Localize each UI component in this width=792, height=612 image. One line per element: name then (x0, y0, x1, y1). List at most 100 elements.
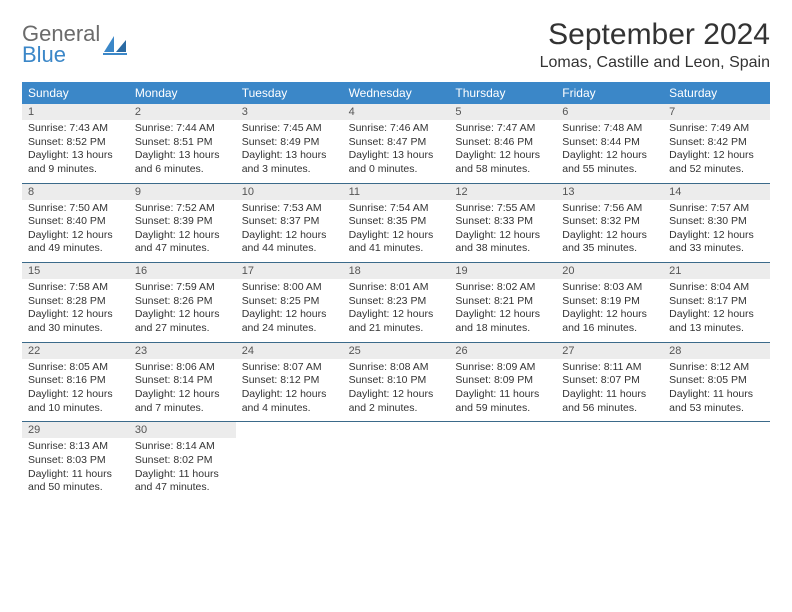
sunrise-line: Sunrise: 8:03 AM (562, 281, 657, 295)
day-number: 17 (236, 263, 343, 279)
sunset-line: Sunset: 8:47 PM (349, 136, 444, 150)
title-block: September 2024 Lomas, Castille and Leon,… (540, 18, 770, 72)
day-body: Sunrise: 8:14 AMSunset: 8:02 PMDaylight:… (129, 440, 236, 495)
daylight-line: Daylight: 12 hours and 2 minutes. (349, 388, 444, 415)
day-cell: 7Sunrise: 7:49 AMSunset: 8:42 PMDaylight… (663, 104, 770, 183)
sunrise-line: Sunrise: 7:50 AM (28, 202, 123, 216)
sunset-line: Sunset: 8:09 PM (455, 374, 550, 388)
day-cell: 27Sunrise: 8:11 AMSunset: 8:07 PMDayligh… (556, 343, 663, 422)
day-number: 22 (22, 343, 129, 359)
day-cell: 15 Sunrise: 7:58 AMSunset: 8:28 PMDayligh… (22, 263, 129, 342)
sunset-line: Sunset: 8:40 PM (28, 215, 123, 229)
daylight-line: Daylight: 12 hours and 47 minutes. (135, 229, 230, 256)
day-cell: 29Sunrise: 8:13 AMSunset: 8:03 PMDayligh… (22, 422, 129, 501)
daylight-line: Daylight: 11 hours and 53 minutes. (669, 388, 764, 415)
sunrise-line: Sunrise: 7:52 AM (135, 202, 230, 216)
day-number: 18 (343, 263, 450, 279)
day-cell: 5Sunrise: 7:47 AMSunset: 8:46 PMDaylight… (449, 104, 556, 183)
sunrise-line: Sunrise: 7:47 AM (455, 122, 550, 136)
sunrise-line: Sunrise: 8:01 AM (349, 281, 444, 295)
sunrise-line: Sunrise: 7:54 AM (349, 202, 444, 216)
sunset-line: Sunset: 8:17 PM (669, 295, 764, 309)
day-cell: 6Sunrise: 7:48 AMSunset: 8:44 PMDaylight… (556, 104, 663, 183)
sunrise-line: Sunrise: 8:08 AM (349, 361, 444, 375)
daylight-line: Daylight: 11 hours and 56 minutes. (562, 388, 657, 415)
week-row: 1Sunrise: 7:43 AMSunset: 8:52 PMDaylight… (22, 104, 770, 184)
location: Lomas, Castille and Leon, Spain (540, 54, 770, 72)
sunrise-line: Sunrise: 7:44 AM (135, 122, 230, 136)
weekday: Saturday (663, 82, 770, 104)
sunset-line: Sunset: 8:03 PM (28, 454, 123, 468)
day-number: 24 (236, 343, 343, 359)
daylight-line: Daylight: 12 hours and 30 minutes. (28, 308, 123, 335)
day-cell: 28Sunrise: 8:12 AMSunset: 8:05 PMDayligh… (663, 343, 770, 422)
day-cell: 30Sunrise: 8:14 AMSunset: 8:02 PMDayligh… (129, 422, 236, 501)
logo: General Blue (22, 24, 128, 66)
sunset-line: Sunset: 8:42 PM (669, 136, 764, 150)
day-cell: 1Sunrise: 7:43 AMSunset: 8:52 PMDaylight… (22, 104, 129, 183)
day-cell: 24 Sunrise: 8:07 AMSunset: 8:12 PMDayligh… (236, 343, 343, 422)
day-cell: 16Sunrise: 7:59 AMSunset: 8:26 PMDayligh… (129, 263, 236, 342)
month-title: September 2024 (540, 18, 770, 52)
day-body: Sunrise: 8:07 AMSunset: 8:12 PMDaylight:… (236, 361, 343, 416)
sunrise-line: Sunrise: 8:14 AM (135, 440, 230, 454)
day-number: 8 (22, 184, 129, 200)
day-body: Sunrise: 8:04 AMSunset: 8:17 PMDaylight:… (663, 281, 770, 336)
day-number: 20 (556, 263, 663, 279)
sunset-line: Sunset: 8:16 PM (28, 374, 123, 388)
sunrise-line: Sunrise: 7:45 AM (242, 122, 337, 136)
daylight-line: Daylight: 12 hours and 49 minutes. (28, 229, 123, 256)
day-body: Sunrise: 7:57 AMSunset: 8:30 PMDaylight:… (663, 202, 770, 257)
day-number: 4 (343, 104, 450, 120)
sunrise-line: Sunrise: 7:56 AM (562, 202, 657, 216)
sunset-line: Sunset: 8:33 PM (455, 215, 550, 229)
day-body: Sunrise: 7:46 AMSunset: 8:47 PMDaylight:… (343, 122, 450, 177)
day-cell: 12Sunrise: 7:55 AMSunset: 8:33 PMDayligh… (449, 184, 556, 263)
sunrise-line: Sunrise: 8:06 AM (135, 361, 230, 375)
day-cell: 26Sunrise: 8:09 AMSunset: 8:09 PMDayligh… (449, 343, 556, 422)
sunset-line: Sunset: 8:05 PM (669, 374, 764, 388)
day-number: 3 (236, 104, 343, 120)
sunset-line: Sunset: 8:14 PM (135, 374, 230, 388)
day-body: Sunrise: 7:54 AMSunset: 8:35 PMDaylight:… (343, 202, 450, 257)
day-number: 21 (663, 263, 770, 279)
daylight-line: Daylight: 12 hours and 58 minutes. (455, 149, 550, 176)
day-body: Sunrise: 7:53 AMSunset: 8:37 PMDaylight:… (236, 202, 343, 257)
day-body: Sunrise: 7:58 AMSunset: 8:28 PMDaylight:… (22, 281, 129, 336)
sunrise-line: Sunrise: 8:02 AM (455, 281, 550, 295)
daylight-line: Daylight: 12 hours and 38 minutes. (455, 229, 550, 256)
day-body: Sunrise: 8:09 AMSunset: 8:09 PMDaylight:… (449, 361, 556, 416)
daylight-line: Daylight: 12 hours and 44 minutes. (242, 229, 337, 256)
day-cell: 3Sunrise: 7:45 AMSunset: 8:49 PMDaylight… (236, 104, 343, 183)
sunrise-line: Sunrise: 8:07 AM (242, 361, 337, 375)
sunset-line: Sunset: 8:46 PM (455, 136, 550, 150)
sunset-line: Sunset: 8:39 PM (135, 215, 230, 229)
daylight-line: Daylight: 12 hours and 13 minutes. (669, 308, 764, 335)
day-cell: 25Sunrise: 8:08 AMSunset: 8:10 PMDayligh… (343, 343, 450, 422)
day-cell: 4 Sunrise: 7:46 AMSunset: 8:47 PMDaylight… (343, 104, 450, 183)
day-body: Sunrise: 8:12 AMSunset: 8:05 PMDaylight:… (663, 361, 770, 416)
day-number: 13 (556, 184, 663, 200)
logo-line2: Blue (22, 45, 100, 66)
sunset-line: Sunset: 8:19 PM (562, 295, 657, 309)
sunset-line: Sunset: 8:26 PM (135, 295, 230, 309)
sunset-line: Sunset: 8:10 PM (349, 374, 444, 388)
day-cell: 8 Sunrise: 7:50 AMSunset: 8:40 PMDaylight… (22, 184, 129, 263)
day-body: Sunrise: 8:08 AMSunset: 8:10 PMDaylight:… (343, 361, 450, 416)
day-number: 15 (22, 263, 129, 279)
daylight-line: Daylight: 12 hours and 27 minutes. (135, 308, 230, 335)
day-number: 11 (343, 184, 450, 200)
sunset-line: Sunset: 8:21 PM (455, 295, 550, 309)
day-number: 27 (556, 343, 663, 359)
day-cell: 23Sunrise: 8:06 AMSunset: 8:14 PMDayligh… (129, 343, 236, 422)
sunset-line: Sunset: 8:30 PM (669, 215, 764, 229)
day-body: Sunrise: 8:02 AMSunset: 8:21 PMDaylight:… (449, 281, 556, 336)
weekday: Sunday (22, 82, 129, 104)
day-cell: 17Sunrise: 8:00 AMSunset: 8:25 PMDayligh… (236, 263, 343, 342)
day-cell: 20Sunrise: 8:03 AMSunset: 8:19 PMDayligh… (556, 263, 663, 342)
sunrise-line: Sunrise: 7:57 AM (669, 202, 764, 216)
week-row: 15 Sunrise: 7:58 AMSunset: 8:28 PMDayligh… (22, 263, 770, 343)
sunrise-line: Sunrise: 8:13 AM (28, 440, 123, 454)
sunrise-line: Sunrise: 7:49 AM (669, 122, 764, 136)
sunrise-line: Sunrise: 8:04 AM (669, 281, 764, 295)
